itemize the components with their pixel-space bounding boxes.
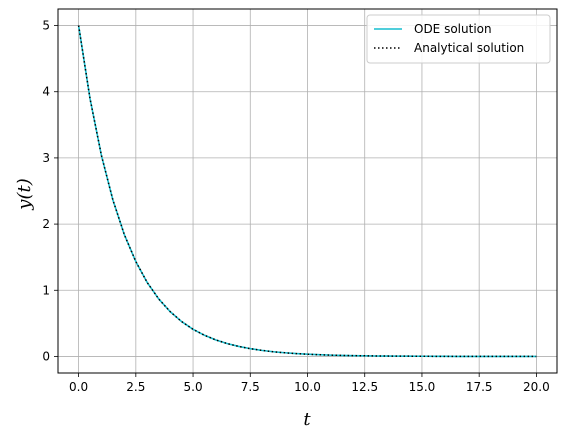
x-tick-label: 7.5 [241,380,260,394]
x-tick-label: 0.0 [69,380,88,394]
legend: ODE solution Analytical solution [366,14,551,64]
x-tick-label: 12.5 [351,380,378,394]
y-tick-label: 3 [42,151,50,165]
x-tick-label: 2.5 [126,380,145,394]
y-tick-label: 2 [42,217,50,231]
x-axis-label: t [303,409,311,430]
y-axis-label: y(t) [14,178,35,210]
ticks: 0.0 2.5 5.0 7.5 10.0 12.5 15.0 17.5 20.0 0 1 2 3 4 5 [42,19,549,394]
legend-box [366,14,551,64]
x-tick-label: 10.0 [294,380,321,394]
x-tick-label: 15.0 [409,380,436,394]
legend-label-analytical-solution: Analytical solution [414,41,524,55]
y-tick-label: 1 [42,283,50,297]
grid [58,9,557,373]
y-tick-label: 5 [42,19,50,33]
series-line-analytical-solution [77,25,537,358]
x-tick-label: 5.0 [184,380,203,394]
x-tick-label: 17.5 [466,380,493,394]
x-tick-label: 20.0 [523,380,550,394]
y-tick-label: 4 [42,85,50,99]
y-tick-label: 0 [42,349,50,363]
legend-label-ode-solution: ODE solution [414,22,492,36]
series-group [77,25,537,358]
